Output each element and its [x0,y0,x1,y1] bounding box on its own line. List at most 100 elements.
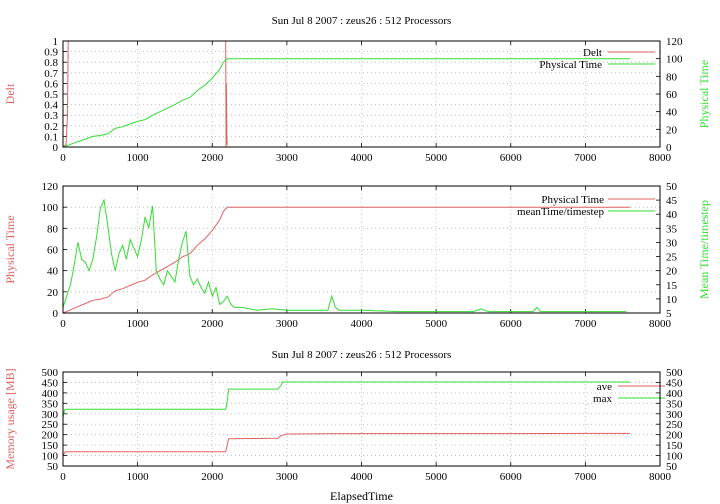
x-tick-label: 3000 [276,152,299,164]
y2-tick-label: 80 [666,71,678,83]
y-tick-label: 1 [53,36,59,48]
y2-tick-label: 45 [666,195,678,207]
y2-axis-label: Mean Time/timestep [697,200,711,299]
y2-tick-label: 250 [666,419,683,431]
y-axis-label: Memory usage [MB] [3,368,17,469]
series-line-physical-time [63,58,631,147]
y2-tick-label: 200 [666,430,683,442]
y2-tick-label: 20 [666,124,678,136]
series-line-physical-time [63,206,631,313]
x-tick-label: 1000 [127,318,150,330]
y2-tick-label: 500 [666,367,683,379]
x-tick-label: 2000 [201,152,224,164]
y2-axis-label: Physical Time [697,60,711,128]
y2-tick-label: 5 [666,308,672,320]
y-tick-label: 400 [42,388,59,400]
y2-tick-label: 100 [666,451,683,463]
legend-label: ave [597,381,612,393]
y-tick-label: 0.1 [44,131,58,143]
x-tick-label: 7000 [574,152,597,164]
x-tick-label: 5000 [425,152,448,164]
y2-tick-label: 300 [666,409,683,421]
y-tick-label: 40 [47,266,59,278]
x-tick-label: 0 [60,471,66,483]
x-tick-label: 1000 [127,471,150,483]
legend-label: max [593,393,612,405]
y-tick-label: 0.7 [44,68,58,80]
chart-panel-2: 0 1000 2000 3000 4000 5000 6000 7000 8000 0 20 40 60… [3,181,711,330]
y2-tick-label: 50 [666,461,678,473]
x-tick-label: 2000 [201,318,224,330]
x-tick-label: 3000 [276,318,299,330]
y2-tick-label: 150 [666,440,683,452]
x-tick-label: 4000 [351,152,374,164]
y-tick-label: 100 [42,202,59,214]
y-tick-label: 20 [47,287,59,299]
y-tick-label: 0.5 [44,89,58,101]
y2-tick-label: 20 [666,266,678,278]
x-axis-label: ElapsedTime [330,489,393,503]
y2-tick-label: 15 [666,280,678,292]
y-tick-label: 350 [42,398,59,410]
y-tick-label: 500 [42,367,59,379]
y2-tick-label: 10 [666,294,678,306]
series-line-delt [63,41,228,147]
y-tick-label: 0.6 [44,78,58,90]
y-tick-label: 50 [47,461,59,473]
x-tick-label: 8000 [649,471,672,483]
y2-tick-label: 50 [666,181,678,193]
y-tick-label: 60 [47,245,59,257]
chart-panel-1: 0 1000 2000 3000 4000 5000 6000 7000 800000.10.2… [3,15,711,164]
y2-tick-label: 60 [666,89,678,101]
x-tick-label: 5000 [425,471,448,483]
y-axis-label: Delt [3,83,17,104]
x-tick-label: 0 [60,318,66,330]
x-tick-label: 6000 [500,471,523,483]
series-line-meantime-timestep [63,198,627,313]
y-tick-label: 0 [53,142,59,154]
series-line-max [63,381,631,419]
y2-tick-label: 35 [666,223,678,235]
y2-tick-label: 120 [666,36,683,48]
legend-label: Physical Time [541,194,604,206]
y-tick-label: 150 [42,440,59,452]
x-tick-label: 2000 [201,471,224,483]
x-tick-label: 1000 [127,152,150,164]
series-line-ave [63,432,631,456]
plot-frame [62,185,661,314]
y-tick-label: 300 [42,409,59,421]
chart-title: Sun Jul 8 2007 : zeus26 : 512 Processors [272,349,452,361]
x-tick-label: 5000 [425,318,448,330]
y2-tick-label: 0 [666,142,672,154]
y2-tick-label: 350 [666,398,683,410]
x-tick-label: 8000 [649,152,672,164]
y2-tick-label: 450 [666,377,683,389]
x-tick-label: 6000 [500,152,523,164]
x-tick-label: 4000 [351,318,374,330]
y-tick-label: 100 [42,451,59,463]
legend-label: Physical Time [539,59,602,71]
y-tick-label: 120 [42,181,59,193]
y-tick-label: 0.3 [44,110,58,122]
x-tick-label: 0 [60,152,66,164]
y2-tick-label: 100 [666,54,683,66]
y-tick-label: 0.8 [44,57,58,69]
legend-label: meanTime/timestep [517,206,604,218]
plot-frame [62,40,661,148]
y2-tick-label: 40 [666,209,678,221]
plot-frame [62,371,661,467]
y-axis-label: Physical Time [3,215,17,283]
x-tick-label: 6000 [500,318,523,330]
legend-label: Delt [583,47,602,59]
y2-tick-label: 40 [666,107,678,119]
y-tick-label: 250 [42,419,59,431]
y-tick-label: 0.9 [44,47,58,59]
x-tick-label: 7000 [574,318,597,330]
x-tick-label: 3000 [276,471,299,483]
y-tick-label: 450 [42,377,59,389]
y2-tick-label: 25 [666,252,678,264]
chart-panel-3: 0 1000 2000 3000 4000 5000 6000 7000 80005010015… [3,349,683,503]
y-tick-label: 0.4 [44,100,58,112]
x-tick-label: 4000 [351,471,374,483]
